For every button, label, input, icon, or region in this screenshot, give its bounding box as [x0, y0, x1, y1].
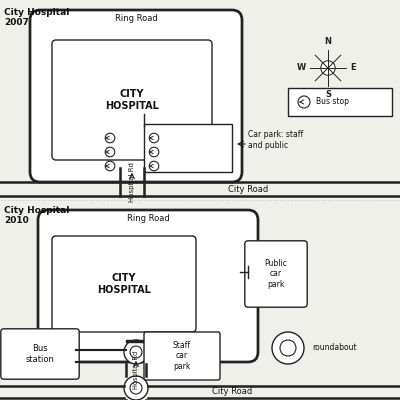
FancyBboxPatch shape: [245, 241, 307, 307]
Text: W: W: [297, 64, 306, 72]
Text: City Road: City Road: [228, 185, 268, 194]
Circle shape: [124, 376, 148, 400]
Circle shape: [298, 96, 310, 108]
Circle shape: [272, 332, 304, 364]
Text: Bus stop: Bus stop: [316, 98, 349, 106]
Circle shape: [321, 61, 335, 75]
Text: S: S: [325, 90, 331, 99]
Text: N: N: [324, 37, 332, 46]
Text: Ring Road: Ring Road: [127, 214, 169, 223]
Text: Car park: staff
and public: Car park: staff and public: [248, 130, 303, 150]
Circle shape: [130, 346, 142, 358]
Text: Staff
car
park: Staff car park: [173, 341, 191, 371]
FancyBboxPatch shape: [1, 329, 79, 379]
Text: CITY
HOSPITAL: CITY HOSPITAL: [97, 273, 151, 295]
Text: Public
car
park: Public car park: [264, 259, 288, 289]
Circle shape: [149, 161, 159, 171]
FancyBboxPatch shape: [288, 88, 392, 116]
Circle shape: [280, 340, 296, 356]
Text: Ring Road: Ring Road: [115, 14, 157, 23]
FancyBboxPatch shape: [52, 236, 196, 332]
Circle shape: [105, 161, 115, 171]
FancyBboxPatch shape: [52, 40, 212, 160]
Circle shape: [130, 382, 142, 394]
Bar: [144, 124, 232, 172]
FancyBboxPatch shape: [30, 10, 242, 182]
Circle shape: [149, 133, 159, 143]
Text: Hospital Rd: Hospital Rd: [129, 162, 135, 202]
Text: City Road: City Road: [212, 388, 252, 396]
Text: City Hospital
2010: City Hospital 2010: [4, 206, 69, 226]
Circle shape: [105, 133, 115, 143]
Text: roundabout: roundabout: [312, 344, 357, 352]
Text: E: E: [350, 64, 356, 72]
Text: Hospital Rd: Hospital Rd: [133, 351, 139, 389]
Text: City Hospital
2007: City Hospital 2007: [4, 8, 69, 27]
Text: Bus
station: Bus station: [26, 344, 54, 364]
FancyBboxPatch shape: [144, 332, 220, 380]
Circle shape: [149, 147, 159, 157]
Text: CITY
HOSPITAL: CITY HOSPITAL: [105, 89, 159, 111]
Circle shape: [124, 340, 148, 364]
FancyBboxPatch shape: [38, 210, 258, 362]
Circle shape: [105, 147, 115, 157]
